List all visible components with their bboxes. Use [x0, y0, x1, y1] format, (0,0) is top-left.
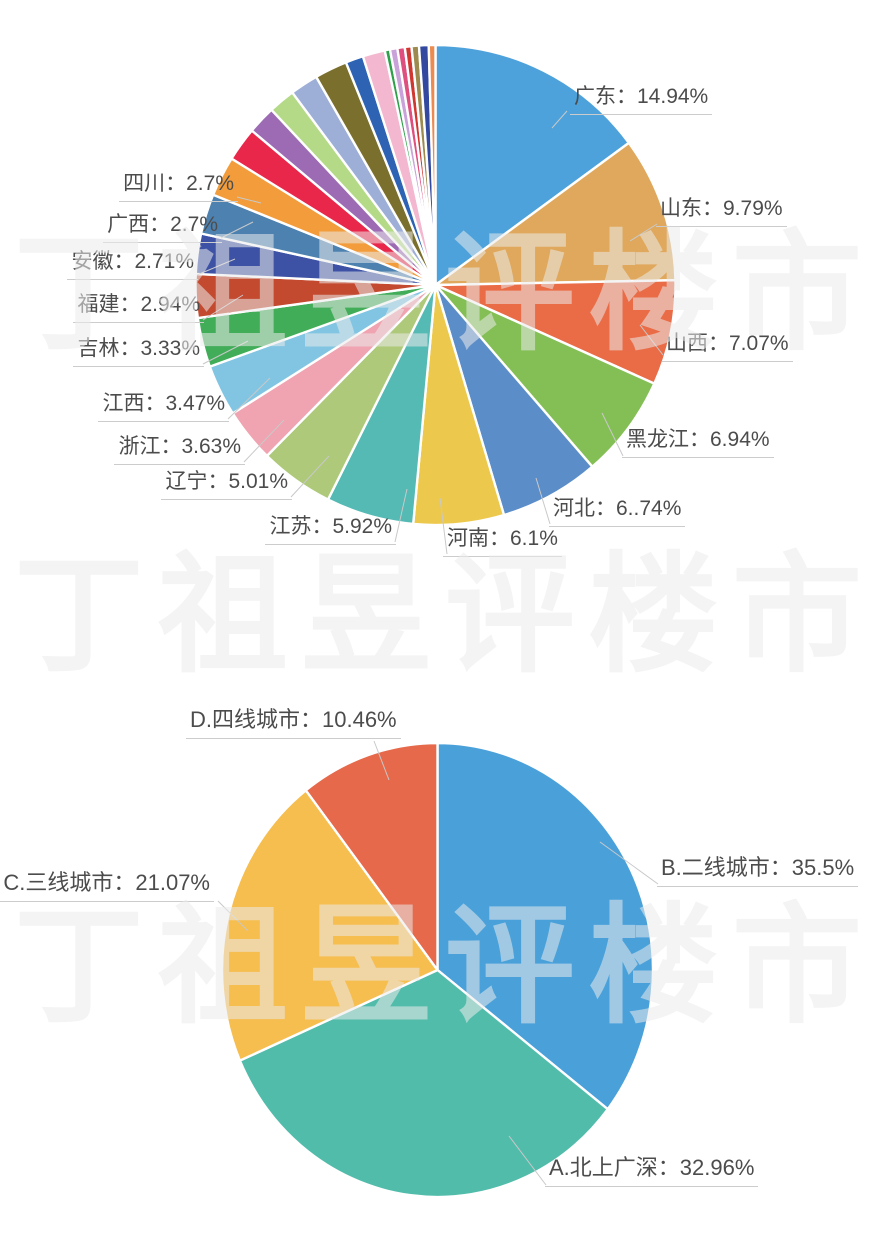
city-tier-pie-leader-lines: [217, 740, 659, 1186]
province-pie-leader-line-5: [439, 497, 448, 555]
province-pie-leader-line-0: [551, 110, 568, 129]
province-pie-leader-line-3: [601, 412, 624, 457]
province-pie-leader-line-1: [629, 223, 658, 242]
province-pie-slice-山西[interactable]: [434, 279, 677, 385]
province-pie-chart: [194, 43, 677, 527]
city-tier-pie-leader-line-3: [373, 740, 390, 781]
province-pie-leader-line-6: [394, 488, 408, 543]
province-pie-leader-line-14: [236, 196, 262, 204]
province-pie-slice-山东[interactable]: [434, 141, 677, 287]
province-pie-leader-line-2: [639, 324, 664, 356]
province-pie-slice-黑龙江[interactable]: [434, 283, 656, 468]
city-tier-pie-chart: [220, 741, 655, 1199]
city-tier-pie-slice-C.三线城市[interactable]: [220, 789, 439, 1062]
province-pie-leader-line-4: [535, 477, 551, 525]
province-pie-slice-other-28[interactable]: [427, 43, 437, 287]
province-pie-leader-line-9: [227, 377, 271, 420]
province-pie-leader-line-10: [202, 340, 249, 365]
city-tier-pie-leader-line-0: [599, 841, 659, 885]
city-tier-pie-leader-line-2: [217, 900, 249, 932]
province-pie-leader-line-13: [220, 221, 254, 239]
city-tier-pie-slice-B.二线城市[interactable]: [436, 741, 655, 1111]
province-pie-leader-line-7: [290, 455, 330, 498]
city-tier-pie-slice-D.四线城市[interactable]: [304, 741, 439, 972]
city-tier-pie-leader-line-1: [508, 1135, 547, 1186]
province-pie-leader-lines: [196, 110, 664, 555]
province-pie-slice-广东[interactable]: [434, 43, 631, 287]
city-tier-pie-slice-A.北上广深[interactable]: [238, 968, 609, 1199]
province-pie-leader-line-12: [196, 258, 236, 276]
province-pie-leader-line-11: [202, 294, 244, 321]
province-pie-leader-line-8: [243, 419, 285, 463]
